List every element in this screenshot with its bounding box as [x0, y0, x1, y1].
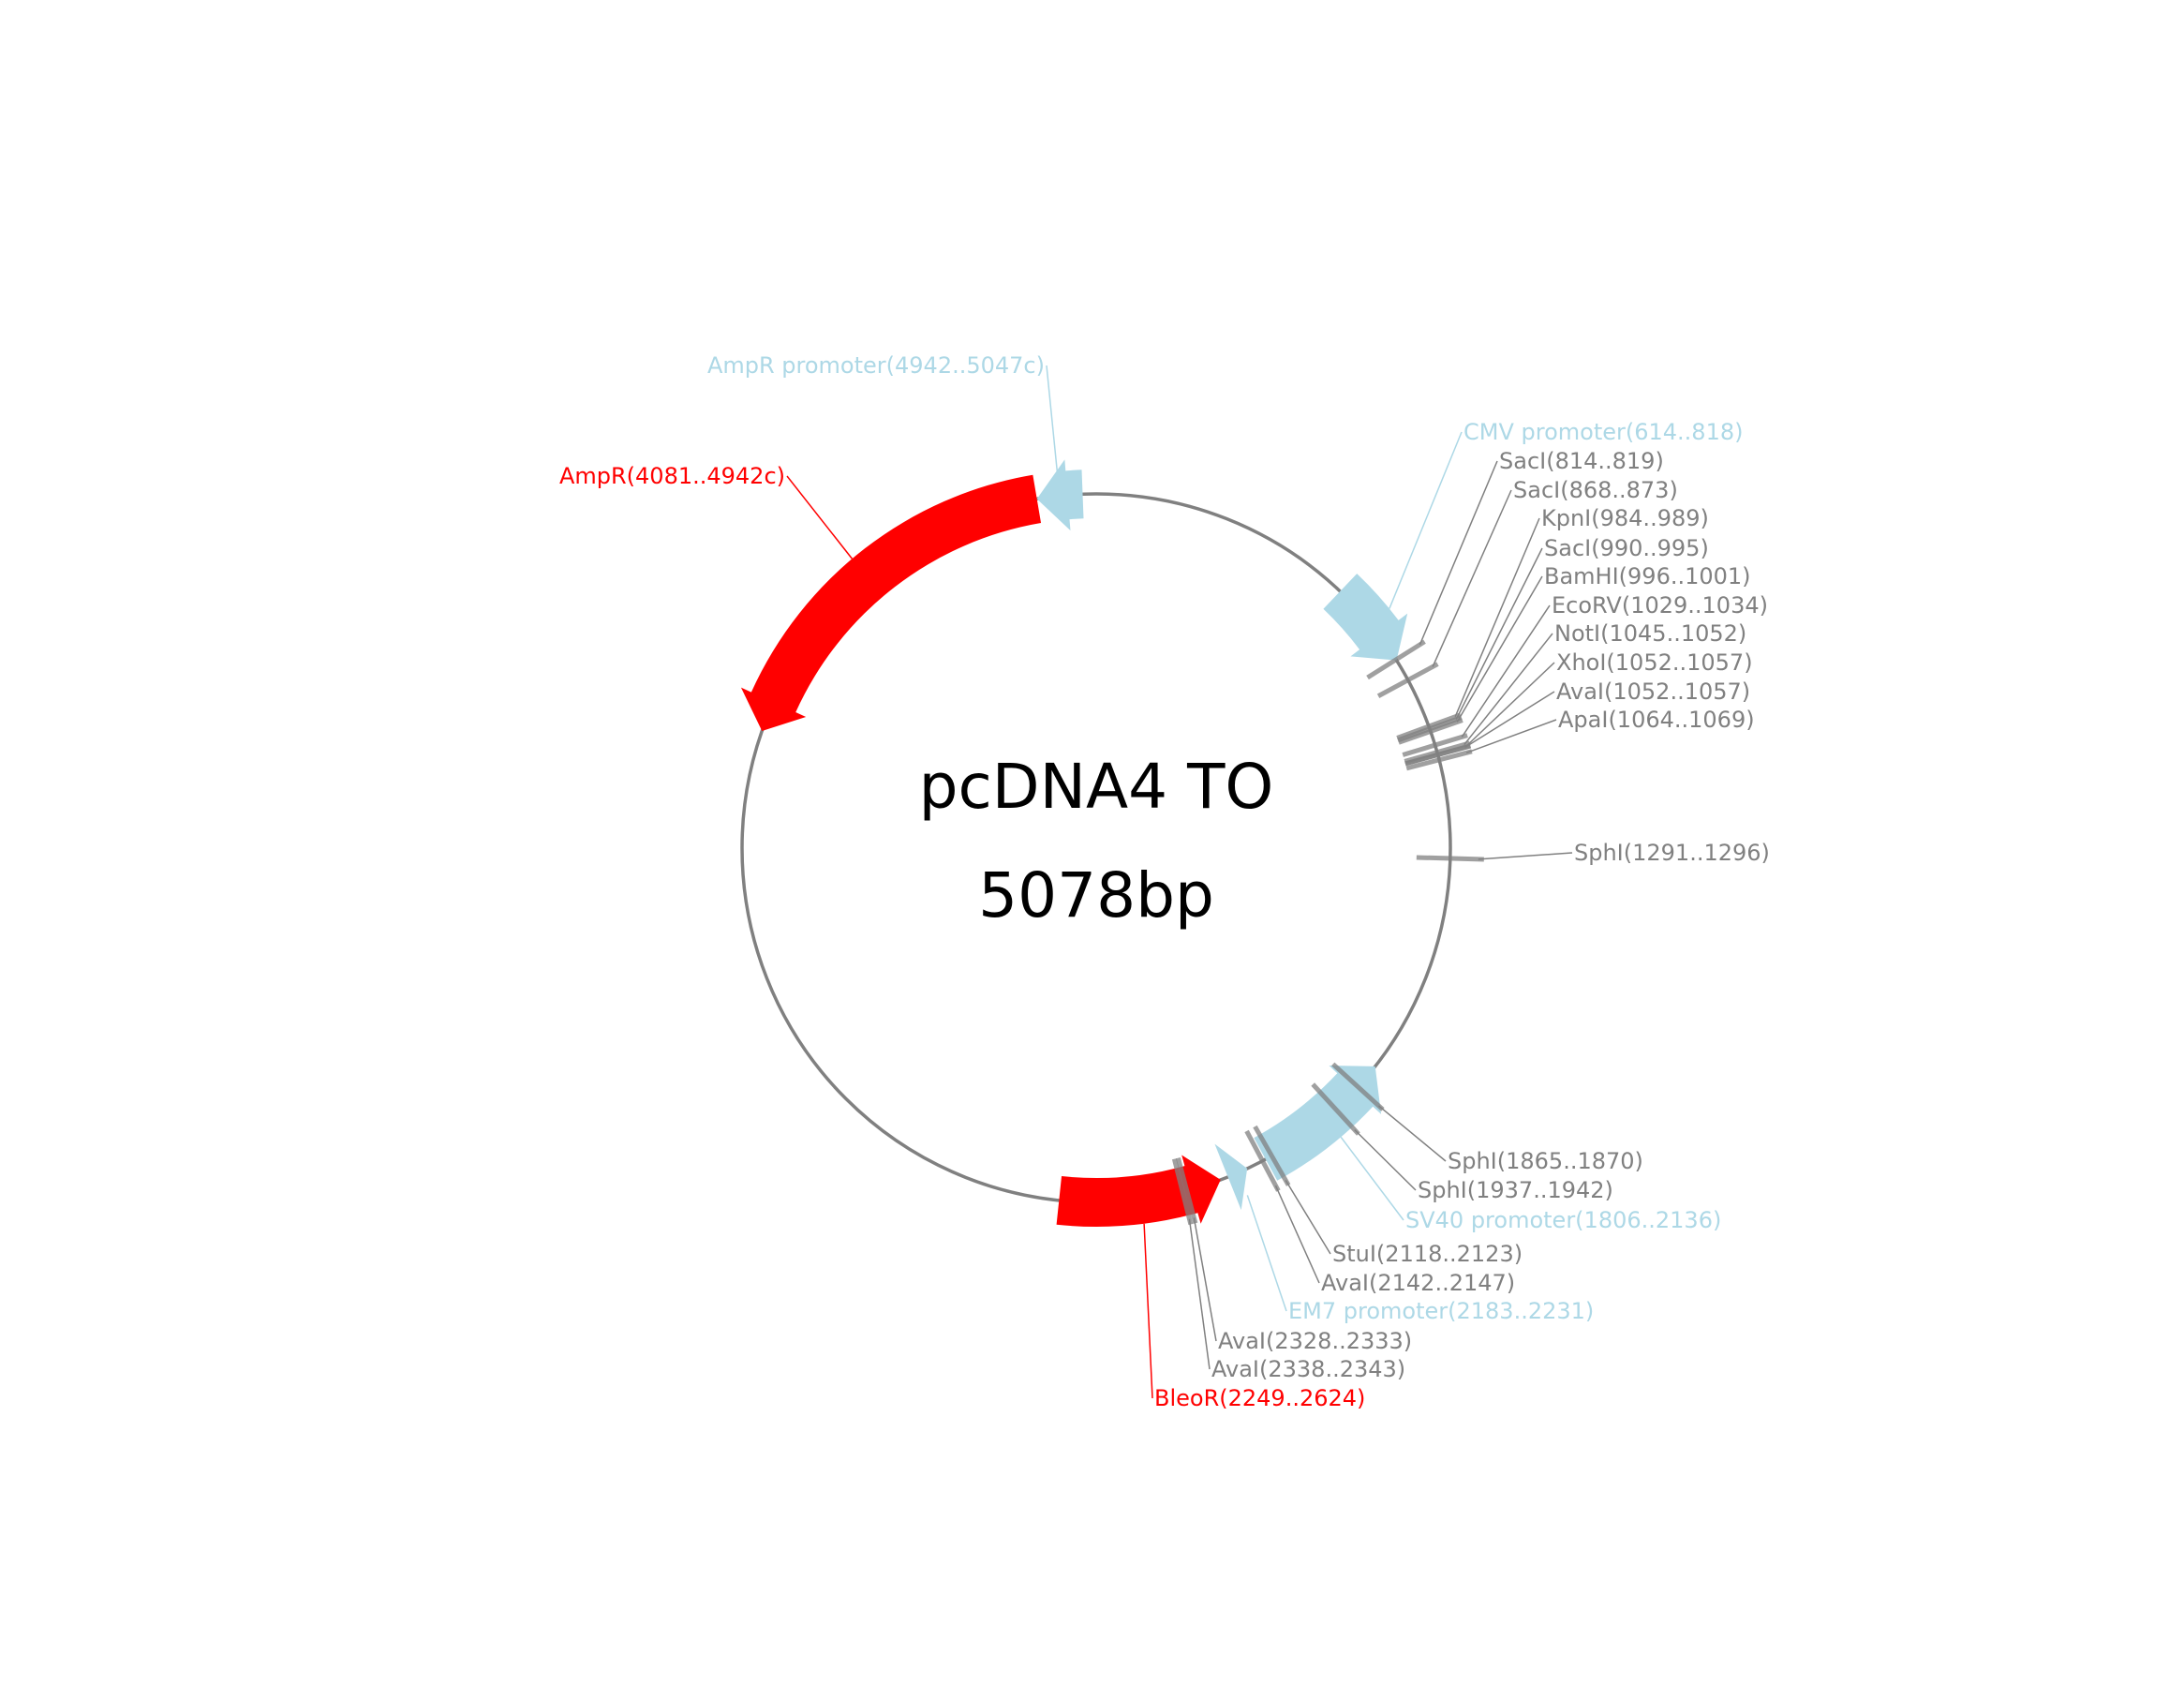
site-tick-apai-1064-1069: [1405, 749, 1473, 771]
label-layer: AmpR(4081..4942c) AmpR promoter(4942..504…: [559, 352, 1770, 1411]
site-apai-1064-1069-leader: [1465, 719, 1557, 754]
em7-promoter-leader: [1246, 1195, 1287, 1312]
ampr-leader: [786, 475, 854, 559]
site-saci-814-819-label: SacI(814..819): [1499, 448, 1664, 474]
site-tick-bamhi-996-1001: [1398, 718, 1463, 745]
site-sphi-1937-1942-label: SphI(1937..1942): [1418, 1177, 1613, 1203]
site-avai-2338-2343-label: AvaI(2338..2343): [1211, 1356, 1405, 1382]
site-tick-ecorv-1029-1034: [1402, 733, 1468, 757]
bleor-label: BleoR(2249..2624): [1154, 1385, 1365, 1411]
site-sphi-1291-1296-leader: [1478, 852, 1573, 860]
site-avai-2328-2333-leader: [1193, 1217, 1217, 1342]
site-tick-avai-2328-2333: [1176, 1156, 1198, 1224]
cmv-promoter-leader: [1389, 431, 1463, 609]
site-avai-2328-2333-label: AvaI(2328..2333): [1218, 1328, 1412, 1354]
leader-layer: [786, 365, 1573, 1399]
site-avai-2338-2343-leader: [1188, 1218, 1211, 1370]
site-sphi-1865-1870-label: SphI(1865..1870): [1448, 1148, 1643, 1174]
site-tick-stui-2118-2123: [1253, 1125, 1291, 1186]
site-stui-2118-2123-label: StuI(2118..2123): [1332, 1241, 1523, 1267]
site-saci-990-995-label: SacI(990..995): [1544, 535, 1709, 561]
site-avai-2142-2147-leader: [1274, 1185, 1320, 1284]
sv40-promoter-leader: [1340, 1136, 1404, 1221]
site-tick-saci-990-995: [1397, 715, 1463, 743]
feature-layer: [740, 459, 1408, 1228]
site-sphi-1291-1296-label: SphI(1291..1296): [1574, 840, 1770, 866]
site-kpni-984-989-label: KpnI(984..989): [1541, 505, 1709, 531]
site-layer: [1171, 639, 1484, 1226]
site-sphi-1937-1942-leader: [1354, 1129, 1417, 1191]
site-avai-2142-2147-label: AvaI(2142..2147): [1321, 1270, 1515, 1296]
site-saci-868-873-leader: [1432, 489, 1512, 667]
site-tick-sphi-1937-1942: [1311, 1082, 1360, 1136]
site-tick-avai-1052-1057: [1404, 743, 1472, 767]
site-kpni-984-989-leader: [1454, 517, 1540, 718]
sv40-promoter-arrow: [1254, 1066, 1382, 1181]
ampr-arrow: [740, 474, 1042, 731]
site-ecorv-1029-1034-label: EcoRV(1029..1034): [1552, 592, 1768, 619]
site-sphi-1865-1870-leader: [1378, 1105, 1447, 1162]
site-tick-saci-868-873: [1376, 662, 1439, 698]
site-bamhi-996-1001-label: BamHI(996..1001): [1544, 563, 1751, 589]
site-tick-noti-1045-1052: [1404, 740, 1471, 764]
ampr-label: AmpR(4081..4942c): [559, 463, 785, 489]
site-saci-990-995-leader: [1455, 547, 1543, 720]
cmv-promoter-arrow: [1323, 574, 1408, 661]
ampr-promoter-arrow: [1036, 459, 1084, 531]
site-bamhi-996-1001-leader: [1456, 575, 1543, 723]
site-apai-1064-1069-label: ApaI(1064..1069): [1558, 707, 1755, 733]
site-stui-2118-2123-leader: [1285, 1179, 1331, 1255]
site-xhoi-1052-1057-leader: [1464, 662, 1555, 749]
plasmid-size: 5078bp: [978, 859, 1214, 932]
ampr-promoter-label: AmpR promoter(4942..5047c): [707, 352, 1045, 379]
sv40-promoter-label: SV40 promoter(1806..2136): [1405, 1207, 1721, 1233]
site-noti-1045-1052-leader: [1463, 633, 1553, 746]
bleor-leader: [1143, 1223, 1153, 1399]
em7-promoter-arrow: [1214, 1143, 1248, 1211]
site-saci-814-819-leader: [1419, 460, 1498, 646]
site-tick-avai-2142-2147: [1244, 1129, 1281, 1192]
site-tick-avai-2338-2343: [1171, 1158, 1194, 1226]
site-tick-kpni-984-989: [1396, 712, 1462, 740]
site-ecorv-1029-1034-leader: [1461, 604, 1551, 738]
ampr-promoter-leader: [1046, 365, 1059, 472]
site-tick-sphi-1291-1296: [1416, 855, 1484, 862]
site-avai-1052-1057-leader: [1464, 691, 1555, 749]
site-avai-1052-1057-label: AvaI(1052..1057): [1556, 678, 1750, 705]
plasmid-name: pcDNA4 TO: [919, 751, 1274, 823]
bleor-arrow: [1056, 1155, 1221, 1228]
site-xhoi-1052-1057-label: XhoI(1052..1057): [1556, 649, 1753, 676]
site-saci-868-873-label: SacI(868..873): [1513, 477, 1678, 503]
site-tick-saci-814-819: [1366, 639, 1426, 680]
cmv-promoter-label: CMV promoter(614..818): [1463, 419, 1743, 445]
site-tick-sphi-1865-1870: [1331, 1062, 1385, 1111]
em7-promoter-label: EM7 promoter(2183..2231): [1288, 1298, 1594, 1324]
site-noti-1045-1052-label: NotI(1045..1052): [1554, 620, 1746, 647]
